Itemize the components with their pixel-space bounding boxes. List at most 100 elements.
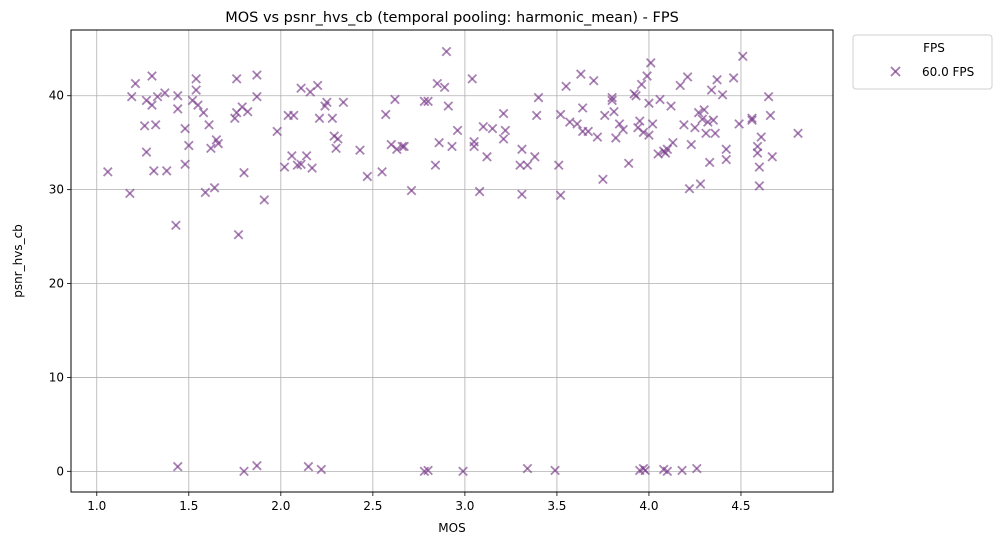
data-point	[125, 188, 135, 199]
data-point	[152, 91, 163, 102]
data-point	[301, 150, 312, 161]
x-tick-label: 4.5	[731, 499, 750, 513]
data-point	[272, 126, 282, 137]
x-tick-label: 2.0	[271, 499, 290, 513]
data-point	[522, 463, 533, 474]
data-point	[553, 160, 564, 171]
data-point	[793, 128, 803, 139]
data-point	[644, 98, 654, 109]
data-point	[331, 143, 341, 154]
data-point	[380, 109, 391, 120]
data-point	[684, 183, 695, 194]
data-point	[200, 187, 211, 198]
data-point	[198, 107, 209, 118]
data-point	[191, 85, 201, 95]
y-tick-label: 40	[49, 89, 64, 103]
data-point	[754, 162, 765, 172]
data-point	[206, 143, 216, 154]
data-point	[316, 464, 327, 475]
data-point	[338, 97, 349, 108]
data-point	[712, 74, 722, 85]
data-point	[752, 148, 763, 158]
data-point	[498, 108, 509, 119]
data-points	[102, 46, 803, 477]
data-point	[303, 461, 314, 472]
data-point	[180, 123, 190, 134]
data-point	[147, 100, 157, 110]
data-point	[296, 83, 306, 94]
data-point	[229, 113, 240, 124]
data-point	[327, 113, 338, 124]
legend: FPS 60.0 FPS	[852, 34, 993, 90]
data-point	[517, 189, 527, 200]
data-point	[640, 465, 651, 476]
data-point	[130, 78, 141, 89]
data-point	[397, 141, 408, 152]
data-point	[721, 154, 732, 165]
grid	[71, 30, 833, 492]
data-point	[703, 117, 713, 127]
data-point	[704, 157, 715, 168]
y-tick-label: 30	[49, 183, 64, 197]
data-point	[682, 72, 693, 82]
data-point	[598, 174, 608, 185]
data-point	[160, 88, 170, 98]
data-point	[239, 167, 249, 178]
data-point	[441, 46, 452, 57]
data-point	[259, 195, 270, 205]
data-point	[333, 134, 343, 144]
data-point	[515, 160, 525, 171]
data-point	[406, 185, 417, 196]
data-point	[675, 80, 686, 91]
data-point	[561, 81, 571, 92]
data-point	[747, 113, 757, 124]
data-point	[474, 186, 485, 197]
data-point	[172, 461, 183, 472]
data-point	[150, 120, 161, 130]
data-point	[279, 162, 290, 172]
data-point	[452, 125, 463, 136]
data-point	[307, 163, 317, 173]
data-point	[623, 158, 634, 169]
data-point	[322, 97, 332, 108]
data-point	[710, 128, 721, 139]
data-point	[607, 95, 617, 106]
data-point	[763, 91, 774, 102]
data-point	[447, 141, 457, 152]
data-point	[531, 110, 542, 121]
data-point	[701, 128, 711, 139]
y-axis-ticks: 0 10 20 30 40	[49, 89, 71, 478]
data-point	[754, 181, 765, 191]
data-point	[252, 91, 262, 102]
data-point	[522, 160, 533, 171]
data-point	[693, 107, 704, 118]
data-point	[478, 121, 489, 132]
data-point	[767, 151, 778, 162]
data-point	[443, 101, 454, 111]
data-point	[355, 145, 365, 156]
data-point	[642, 71, 652, 81]
data-point	[312, 80, 323, 91]
data-point	[180, 159, 190, 170]
data-point	[636, 79, 647, 90]
data-point	[655, 94, 665, 105]
data-point	[399, 141, 409, 152]
data-point	[721, 144, 732, 155]
x-tick-label: 1.0	[87, 499, 106, 513]
data-point	[618, 124, 629, 135]
data-point	[362, 171, 373, 182]
data-point	[572, 119, 582, 129]
data-point	[500, 125, 511, 136]
data-point	[533, 92, 544, 103]
data-point	[204, 120, 214, 130]
data-point	[209, 182, 220, 193]
data-point	[439, 82, 450, 93]
data-point	[614, 119, 625, 129]
data-point	[638, 127, 649, 138]
y-axis-title: psnr_hvs_cb	[11, 224, 25, 298]
data-point	[634, 116, 645, 126]
data-point	[644, 130, 654, 141]
data-point	[765, 110, 776, 121]
plot-area-frame	[70, 29, 834, 493]
